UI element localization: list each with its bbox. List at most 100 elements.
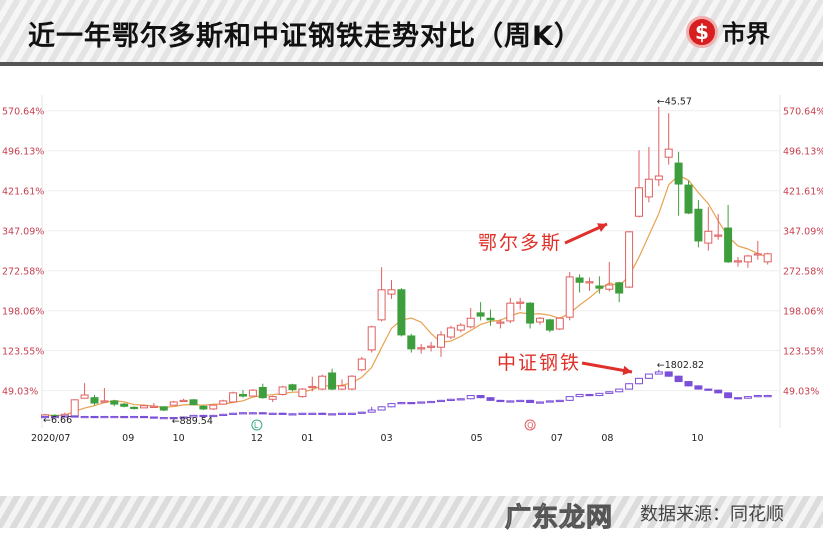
candle-body bbox=[664, 371, 673, 377]
candle-body bbox=[516, 301, 525, 304]
candle-body bbox=[526, 399, 535, 404]
candle-body bbox=[248, 412, 257, 415]
candle-body bbox=[427, 345, 436, 348]
candle-body bbox=[684, 381, 693, 387]
candle-body bbox=[318, 375, 327, 390]
header-banner bbox=[0, 0, 823, 62]
candle-body bbox=[50, 415, 59, 419]
candle-body bbox=[555, 317, 564, 330]
y-tick-label-right: 272.58% bbox=[783, 267, 823, 278]
label-steel: 中证钢铁 bbox=[497, 352, 582, 374]
x-tick-label: 09 bbox=[122, 433, 134, 444]
candle-body bbox=[704, 388, 713, 391]
candle-body bbox=[308, 412, 317, 415]
candle-body bbox=[100, 400, 109, 403]
y-tick-label-left: 123.55% bbox=[2, 347, 44, 358]
event-marker bbox=[524, 419, 536, 431]
candle-body bbox=[258, 412, 267, 415]
candle-body bbox=[169, 401, 178, 406]
candle-body bbox=[625, 231, 634, 288]
x-tick-label: 10 bbox=[691, 433, 703, 444]
candle-body bbox=[367, 409, 376, 413]
header-divider bbox=[0, 62, 823, 66]
candle-body bbox=[724, 227, 733, 263]
page-title: 近一年鄂尔多斯和中证钢铁走势对比（周K） bbox=[28, 21, 582, 52]
candle-body bbox=[417, 347, 426, 350]
candle-body bbox=[239, 393, 247, 397]
y-tick-label-left: 421.61% bbox=[2, 187, 44, 198]
x-tick-label: 07 bbox=[551, 433, 563, 444]
candle-body bbox=[397, 402, 406, 405]
candle-body bbox=[70, 415, 79, 418]
candle-body bbox=[41, 415, 49, 419]
value-annotation: ←889.54 bbox=[172, 416, 213, 427]
candle-body bbox=[219, 400, 228, 405]
candle-body bbox=[387, 403, 396, 408]
candle-body bbox=[149, 405, 158, 408]
candle-body bbox=[555, 399, 564, 403]
candle-body bbox=[466, 395, 475, 400]
candle-body bbox=[199, 405, 208, 410]
candle-body bbox=[743, 396, 752, 399]
candle-body bbox=[298, 412, 307, 415]
candle-body bbox=[644, 178, 653, 198]
candle-body bbox=[110, 400, 119, 405]
candle-body bbox=[536, 401, 544, 404]
candle-body bbox=[446, 327, 455, 338]
candle-body bbox=[753, 253, 762, 256]
candle-body bbox=[189, 399, 198, 406]
candle-body bbox=[496, 321, 505, 324]
candle-body bbox=[229, 392, 238, 403]
x-tick-label: 10 bbox=[173, 433, 185, 444]
candle-body bbox=[70, 399, 79, 417]
candle-body bbox=[288, 384, 297, 391]
candle-body bbox=[357, 411, 366, 414]
logo: $ 市界 bbox=[686, 14, 770, 49]
candle-body bbox=[308, 385, 317, 389]
candle-body bbox=[100, 415, 109, 419]
arrow-head-icon bbox=[597, 223, 607, 232]
candle-body bbox=[407, 335, 416, 350]
candle-body bbox=[585, 281, 594, 284]
candle-body bbox=[90, 415, 99, 419]
candle-body bbox=[545, 400, 554, 403]
candle-body bbox=[654, 371, 663, 375]
label-ordos: 鄂尔多斯 bbox=[478, 232, 563, 254]
footer-band bbox=[0, 496, 823, 528]
y-tick-label-left: 496.13% bbox=[2, 147, 44, 158]
candle-body bbox=[328, 413, 337, 416]
x-tick-label: 2020/07 bbox=[31, 433, 70, 444]
candle-body bbox=[199, 414, 208, 418]
candle-body bbox=[347, 412, 356, 415]
candle-body bbox=[615, 282, 624, 294]
candle-body bbox=[734, 260, 742, 263]
candle-body bbox=[536, 317, 544, 323]
candle-body bbox=[258, 386, 267, 399]
candle-body bbox=[476, 395, 485, 399]
y-tick-label-left: 49.03% bbox=[2, 387, 38, 398]
candle-body bbox=[318, 412, 327, 415]
candle-body bbox=[140, 405, 148, 409]
candle-body bbox=[674, 375, 683, 383]
candle-body bbox=[704, 230, 713, 244]
candle-body bbox=[407, 402, 416, 405]
candle-body bbox=[357, 358, 366, 371]
candle-body bbox=[377, 289, 386, 321]
candle-body bbox=[427, 400, 436, 404]
candle-body bbox=[130, 415, 139, 419]
event-marker-label: Q bbox=[527, 421, 533, 430]
candle-body bbox=[684, 184, 693, 214]
y-tick-label-right: 198.06% bbox=[783, 307, 823, 318]
candle-body bbox=[120, 415, 129, 419]
candle-body bbox=[268, 396, 277, 400]
candle-body bbox=[239, 412, 247, 415]
candle-body bbox=[268, 412, 277, 415]
value-annotation: ←1802.82 bbox=[657, 360, 704, 371]
candle-body bbox=[714, 389, 723, 394]
candle-body bbox=[496, 399, 505, 403]
y-tick-label-right: 421.61% bbox=[783, 187, 823, 198]
event-marker-label: L bbox=[254, 421, 259, 430]
candle-body bbox=[367, 326, 376, 351]
candle-body bbox=[209, 404, 218, 410]
candle-body bbox=[575, 277, 584, 283]
